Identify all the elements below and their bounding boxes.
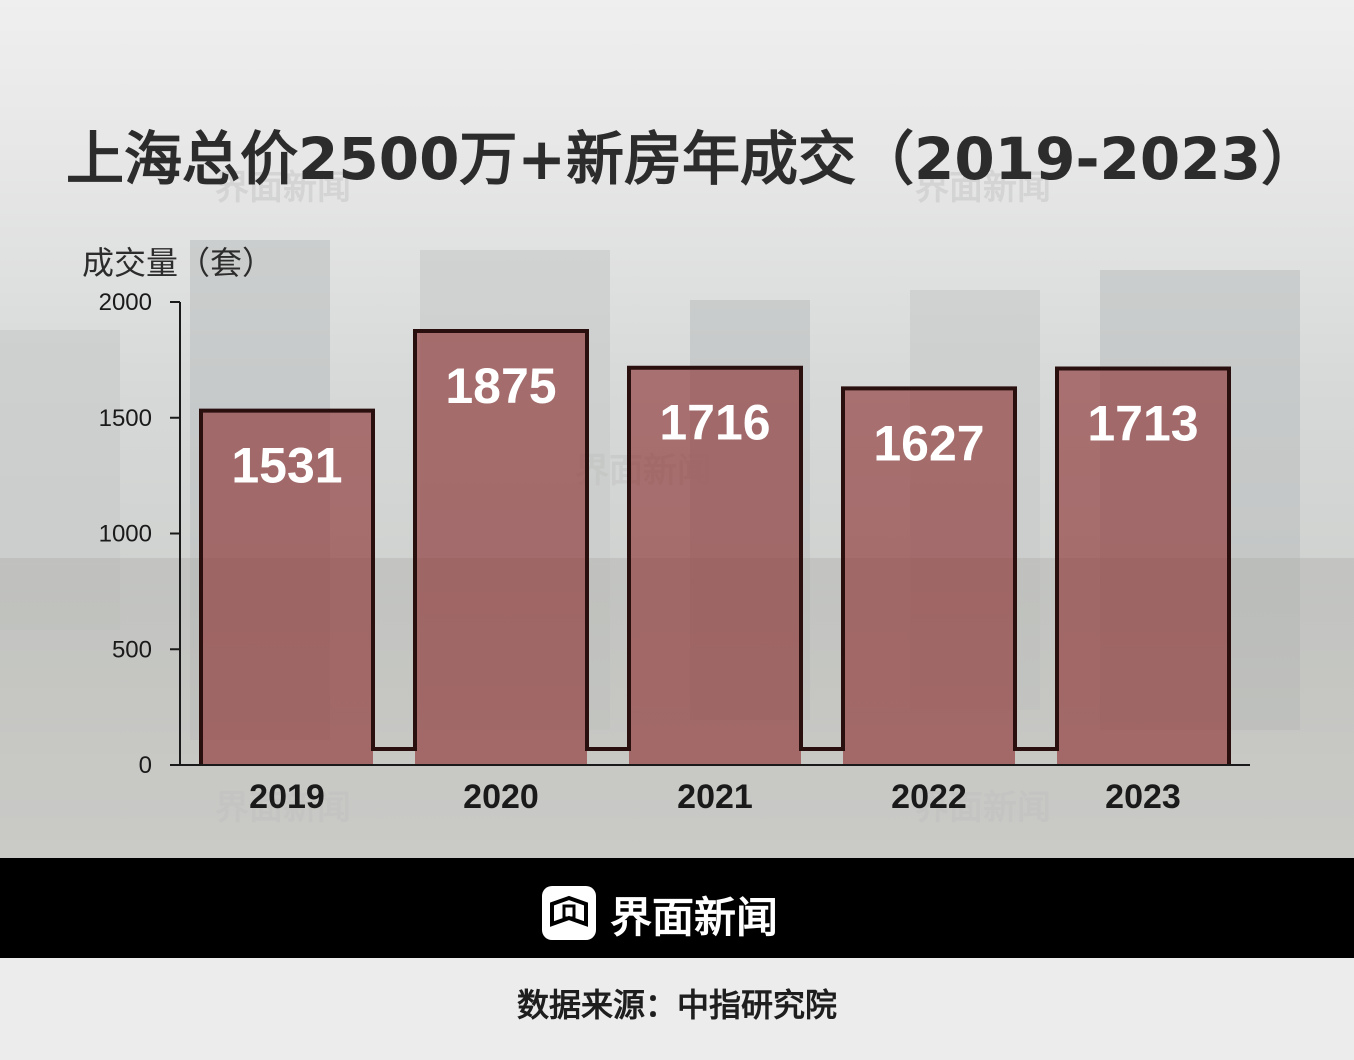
data-source: 数据来源：中指研究院 (516, 986, 837, 1024)
watermark: 界面新闻 (215, 788, 351, 828)
bar-2022 (843, 388, 1015, 765)
bar-2021 (629, 367, 801, 765)
watermark: 界面新闻 (915, 788, 1051, 828)
brand-name: 界面新闻 (610, 893, 779, 942)
data-label: 1875 (445, 358, 556, 414)
bar-outline (199, 328, 1231, 765)
x-tick-label: 2023 (1105, 778, 1181, 816)
bar-2019 (201, 410, 373, 765)
data-label: 1627 (873, 415, 984, 471)
y-tick-label: 1500 (99, 405, 152, 432)
y-tick-label: 0 (139, 752, 152, 779)
watermark: 界面新闻 (215, 168, 351, 208)
chart-title: 上海总价2500万+新房年成交（2019-2023） (66, 125, 1319, 193)
x-tick-label: 2019 (249, 778, 325, 816)
bar-chart: 0 500 1000 1500 2000 2019 1531 2020 1875 2021 1716… (99, 289, 1250, 816)
x-tick-label: 2021 (677, 778, 753, 816)
y-axis-label: 成交量（套） (82, 244, 275, 282)
brand-logo-icon (542, 886, 596, 940)
bar-2020 (415, 330, 587, 765)
x-tick-label: 2022 (891, 778, 967, 816)
y-tick-label: 2000 (99, 289, 152, 316)
watermark: 界面新闻 (915, 168, 1051, 208)
data-label: 1531 (231, 438, 342, 494)
y-tick-label: 1000 (99, 521, 152, 548)
data-label: 1716 (659, 395, 770, 451)
bar-2023 (1057, 368, 1229, 765)
x-tick-label: 2020 (463, 778, 539, 816)
data-label: 1713 (1087, 395, 1198, 451)
footer-bar (0, 858, 1354, 958)
y-tick-label: 500 (112, 636, 152, 663)
